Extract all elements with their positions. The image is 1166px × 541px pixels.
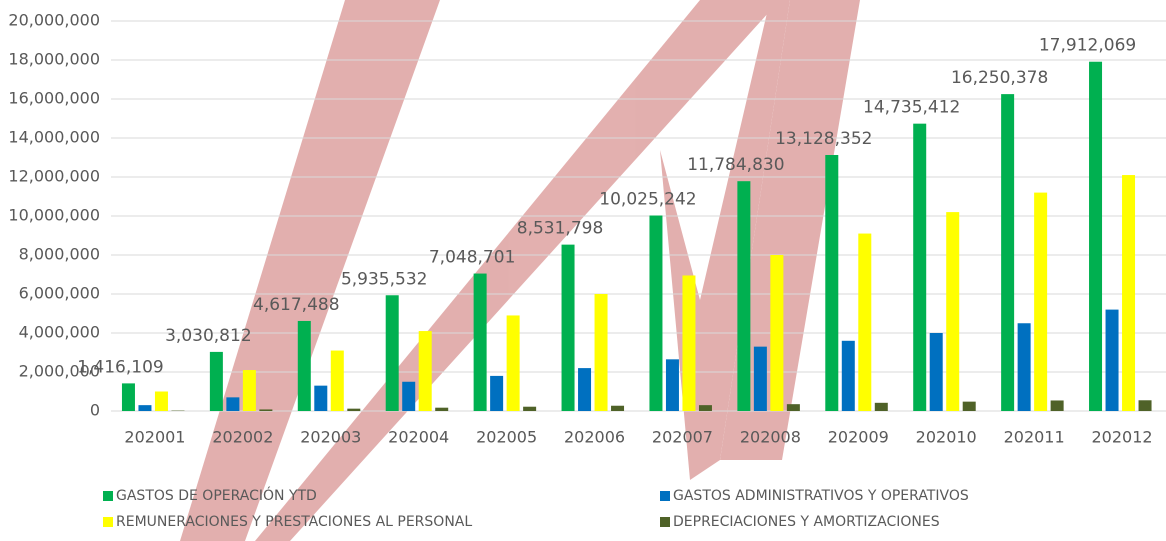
- x-tick-label: 202002: [212, 428, 273, 447]
- bar: [666, 359, 679, 411]
- bar: [210, 352, 223, 411]
- x-tick-label: 202004: [388, 428, 449, 447]
- bar: [963, 402, 976, 411]
- data-label: 14,735,412: [863, 98, 960, 118]
- bar: [737, 181, 750, 411]
- legend-label: DEPRECIACIONES Y AMORTIZACIONES: [673, 514, 940, 530]
- bar: [523, 407, 536, 411]
- legend-label: GASTOS ADMINISTRATIVOS Y OPERATIVOS: [673, 488, 969, 504]
- y-tick-label: 12,000,000: [8, 167, 100, 186]
- x-tick-label: 202009: [828, 428, 889, 447]
- bar: [347, 409, 360, 411]
- bar: [858, 234, 871, 411]
- x-tick-label: 202007: [652, 428, 713, 447]
- bar: [155, 392, 168, 412]
- data-label: 10,025,242: [599, 190, 696, 210]
- x-tick-label: 202008: [740, 428, 801, 447]
- y-tick-label: 8,000,000: [19, 245, 100, 264]
- bar: [913, 124, 926, 411]
- bar: [611, 406, 624, 411]
- bar: [1051, 400, 1064, 411]
- bar: [507, 315, 520, 411]
- bar: [331, 351, 344, 411]
- bar: [122, 383, 135, 411]
- bar: [259, 409, 272, 411]
- y-tick-label: 0: [90, 401, 100, 420]
- legend-label: GASTOS DE OPERACIÓN YTD: [116, 486, 317, 504]
- bar: [386, 295, 399, 411]
- data-label: 7,048,701: [429, 248, 516, 268]
- x-tick-label: 202011: [1004, 428, 1065, 447]
- bar: [435, 408, 448, 411]
- bar: [243, 370, 256, 411]
- bar: [930, 333, 943, 411]
- chart: 02,000,0004,000,0006,000,0008,000,00010,…: [0, 0, 1166, 541]
- bar: [842, 341, 855, 411]
- legend-label: REMUNERACIONES Y PRESTACIONES AL PERSONA…: [116, 514, 472, 530]
- bar: [1139, 400, 1152, 411]
- bar: [1001, 94, 1014, 411]
- legend-swatch: [660, 517, 670, 527]
- legend-swatch: [103, 491, 113, 501]
- x-tick-label: 202010: [916, 428, 977, 447]
- x-tick-label: 202003: [300, 428, 361, 447]
- bar: [875, 403, 888, 411]
- data-label: 13,128,352: [775, 129, 872, 149]
- bar: [138, 405, 151, 411]
- watermark: [180, 0, 860, 541]
- data-label: 16,250,378: [951, 68, 1048, 88]
- bar: [754, 347, 767, 411]
- y-tick-label: 20,000,000: [8, 11, 100, 30]
- x-tick-label: 202006: [564, 428, 625, 447]
- bar: [226, 397, 239, 411]
- x-tick-label: 202005: [476, 428, 537, 447]
- bar: [649, 216, 662, 411]
- bar: [595, 294, 608, 411]
- y-tick-label: 14,000,000: [8, 128, 100, 147]
- bar: [1018, 323, 1031, 411]
- y-tick-label: 6,000,000: [19, 284, 100, 303]
- bar: [682, 275, 695, 411]
- data-label: 3,030,812: [165, 326, 252, 346]
- data-label: 8,531,798: [517, 219, 604, 239]
- bar: [1089, 62, 1102, 411]
- bar: [770, 255, 783, 411]
- legend-swatch: [103, 517, 113, 527]
- bar: [787, 404, 800, 411]
- bar: [402, 382, 415, 411]
- data-label: 1,416,109: [77, 357, 164, 377]
- x-tick-label: 202001: [124, 428, 185, 447]
- legend-swatch: [660, 491, 670, 501]
- y-tick-label: 18,000,000: [8, 50, 100, 69]
- data-label: 17,912,069: [1039, 36, 1136, 56]
- bar: [699, 405, 712, 411]
- bar: [474, 274, 487, 411]
- bar: [578, 368, 591, 411]
- bar: [298, 321, 311, 411]
- bar: [1122, 175, 1135, 411]
- bar: [1106, 310, 1119, 411]
- data-label: 4,617,488: [253, 295, 340, 315]
- bar: [562, 245, 575, 411]
- bar: [825, 155, 838, 411]
- y-tick-label: 16,000,000: [8, 89, 100, 108]
- x-tick-label: 202012: [1092, 428, 1153, 447]
- bar: [946, 212, 959, 411]
- bar: [1034, 193, 1047, 411]
- data-label: 11,784,830: [687, 155, 784, 175]
- y-tick-label: 10,000,000: [8, 206, 100, 225]
- y-tick-label: 4,000,000: [19, 323, 100, 342]
- bar: [314, 386, 327, 411]
- bar: [490, 376, 503, 411]
- bar: [419, 331, 432, 411]
- data-label: 5,935,532: [341, 269, 428, 289]
